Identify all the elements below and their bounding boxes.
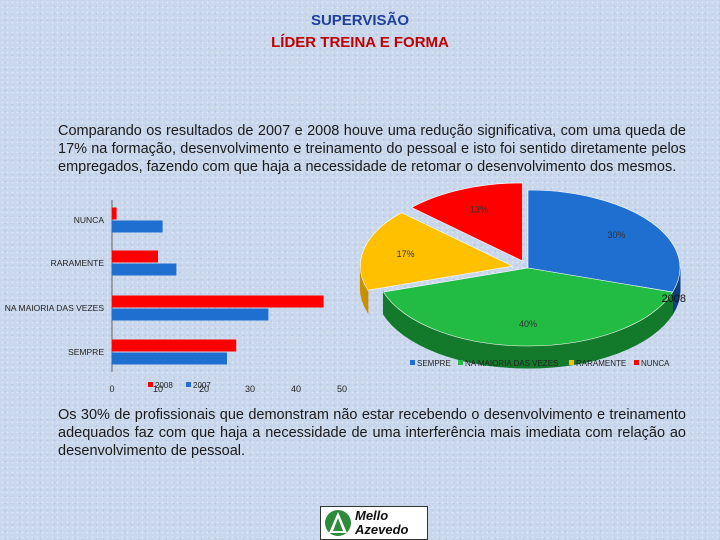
slide-title: SUPERVISÃO: [310, 12, 410, 29]
bar-category-label: NUNCA: [74, 215, 105, 225]
bar-2007: [112, 308, 269, 321]
pie-slice-side: [382, 290, 674, 369]
logo-emblem-icon: [325, 510, 351, 536]
logo-line1: Mello: [355, 508, 389, 523]
pie-legend-label: SEMPRE: [417, 359, 451, 368]
pie-title: 2008: [662, 293, 686, 305]
pie-legend-swatch: [458, 360, 463, 365]
bar-legend-label: 2007: [193, 381, 211, 390]
pie-slice: [382, 267, 674, 347]
pie-slice: [360, 212, 514, 291]
pie-value-label: 30%: [608, 230, 626, 240]
bar-legend-label: 2008: [155, 381, 173, 390]
bar-2008: [112, 207, 117, 220]
bar-tick-label: 20: [199, 384, 209, 394]
intro-paragraph: Comparando os resultados de 2007 e 2008 …: [58, 123, 686, 175]
bar-tick-label: 50: [337, 384, 347, 394]
pie-legend-swatch: [569, 360, 574, 365]
bar-legend-swatch: [148, 382, 153, 387]
bar-tick-label: 10: [153, 384, 163, 394]
bar-tick-label: 40: [291, 384, 301, 394]
bar-category-label: RARAMENTE: [51, 258, 105, 268]
pie-legend-swatch: [634, 360, 639, 365]
slide-subtitle: LÍDER TREINA E FORMA: [271, 34, 449, 51]
bar-tick-label: 30: [245, 384, 255, 394]
bar-2008: [112, 339, 237, 352]
pie-value-label: 40%: [519, 319, 537, 329]
bar-2007: [112, 220, 163, 233]
pie-legend-label: NA MAIORIA DAS VEZES: [465, 359, 558, 368]
bar-legend-swatch: [186, 382, 191, 387]
conclusion-paragraph: Os 30% de profissionais que demonstram n…: [58, 407, 686, 459]
company-logo: Mello Azevedo: [320, 506, 428, 540]
pie-slice: [410, 182, 523, 262]
bar-2008: [112, 295, 324, 308]
pie-legend-swatch: [410, 360, 415, 365]
bar-2007: [112, 352, 227, 365]
bar-category-label: SEMPRE: [68, 347, 104, 357]
pie-value-label: 17%: [397, 249, 415, 259]
pie-slice: [527, 189, 681, 293]
pie-legend-label: NUNCA: [641, 359, 670, 368]
bar-2007: [112, 263, 177, 276]
bar-tick-label: 0: [109, 384, 114, 394]
pie-value-label: 13%: [470, 204, 488, 214]
pie-legend-label: RARAMENTE: [576, 359, 626, 368]
pie-slice-side: [672, 267, 681, 316]
bar-2008: [112, 250, 158, 263]
bar-category-label: NA MAIORIA DAS VEZES: [5, 303, 105, 313]
logo-line2: Azevedo: [355, 522, 409, 537]
pie-slice-side: [359, 266, 369, 314]
